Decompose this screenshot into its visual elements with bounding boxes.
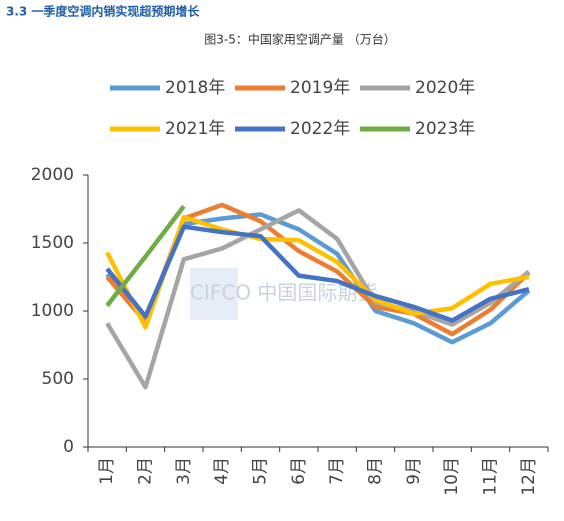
x-tick-label: 1月 <box>97 457 117 485</box>
legend-label: 2023年 <box>415 119 475 139</box>
y-tick-label: 500 <box>42 369 74 389</box>
watermark-box <box>190 268 238 320</box>
y-tick-label: 1000 <box>31 301 74 321</box>
x-tick-label: 2月 <box>136 457 156 485</box>
x-tick-label: 5月 <box>251 457 271 485</box>
x-tick-label: 8月 <box>366 457 386 485</box>
legend-label: 2021年 <box>165 119 225 139</box>
series-line <box>105 208 531 390</box>
x-tick-label: 12月 <box>519 457 539 496</box>
chart-title: 图3-5：中国家用空调产量 （万台） <box>204 32 395 47</box>
series-line <box>105 224 530 323</box>
x-tick-label: 9月 <box>404 457 424 485</box>
x-tick-label: 11月 <box>481 457 501 496</box>
x-tick-label: 3月 <box>174 457 194 485</box>
legend-label: 2018年 <box>165 78 225 98</box>
y-tick-label: 0 <box>63 437 74 457</box>
legend-label: 2019年 <box>290 78 350 98</box>
series-line <box>105 214 530 330</box>
legend-label: 2022年 <box>290 119 350 139</box>
x-tick-label: 7月 <box>327 457 347 485</box>
x-tick-label: 4月 <box>212 457 232 485</box>
x-tick-label: 10月 <box>442 457 462 496</box>
series-line <box>105 204 186 307</box>
legend-label: 2020年 <box>415 78 475 98</box>
y-tick-label: 1500 <box>31 233 74 253</box>
section-header: 3.3 一季度空调内销实现超预期增长 <box>6 4 200 19</box>
x-tick-label: 6月 <box>289 457 309 485</box>
y-tick-label: 2000 <box>31 165 74 185</box>
